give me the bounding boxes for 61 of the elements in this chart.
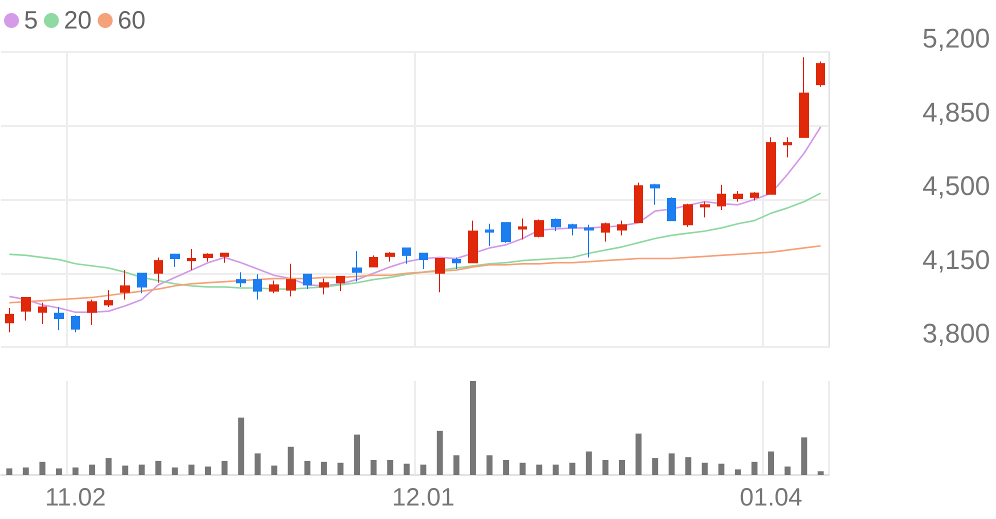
x-tick-label: 01.04 (740, 484, 802, 512)
bar (6, 468, 12, 475)
bar (569, 462, 576, 475)
bar (155, 460, 162, 475)
bar (470, 381, 476, 475)
bar (320, 462, 327, 475)
bar (652, 458, 658, 475)
bar (238, 418, 244, 475)
bar (205, 466, 211, 475)
bar (304, 460, 310, 475)
bar (503, 460, 510, 475)
bar (619, 460, 625, 475)
x-tick-label: 12.01 (392, 484, 455, 512)
bar (734, 469, 741, 475)
bar (636, 434, 642, 475)
bar (354, 434, 360, 475)
bar (751, 462, 758, 475)
bar (784, 466, 791, 475)
bar (602, 460, 608, 475)
bar (420, 464, 426, 475)
bar (453, 455, 460, 475)
bar (536, 464, 542, 475)
y-tick-label: 4,500 (922, 171, 990, 201)
x-tick-label: 11.02 (45, 484, 106, 512)
bar (370, 460, 377, 475)
y-tick-label: 4,850 (922, 97, 990, 128)
legend-label: 20 (64, 6, 92, 34)
bar (718, 464, 724, 475)
bar (39, 462, 46, 475)
bar (89, 464, 96, 475)
bar (254, 453, 261, 475)
bar (337, 462, 344, 475)
bar (288, 446, 294, 475)
bar (271, 466, 278, 475)
y-tick-label: 5,200 (922, 24, 990, 54)
bar (668, 453, 675, 475)
bar (387, 460, 394, 475)
bar (22, 467, 29, 475)
bar (56, 468, 62, 475)
bar (106, 458, 112, 475)
y-tick-label: 4,150 (922, 244, 990, 275)
bar (122, 466, 128, 475)
bar (685, 457, 692, 475)
bar (436, 430, 443, 475)
bar (404, 464, 410, 475)
bar (586, 452, 592, 475)
bar (188, 464, 194, 475)
bar (520, 462, 526, 475)
y-tick-label: 3,800 (922, 318, 990, 348)
bar (138, 464, 145, 475)
bar (768, 452, 774, 475)
bar (72, 467, 79, 475)
bar (222, 460, 228, 475)
bar (702, 462, 708, 475)
bar (172, 467, 178, 475)
legend-label: 5 (24, 6, 38, 34)
bar (818, 471, 824, 475)
bar (486, 455, 493, 475)
legend-label: 60 (118, 6, 146, 34)
bar (552, 464, 559, 475)
bar (801, 437, 808, 475)
